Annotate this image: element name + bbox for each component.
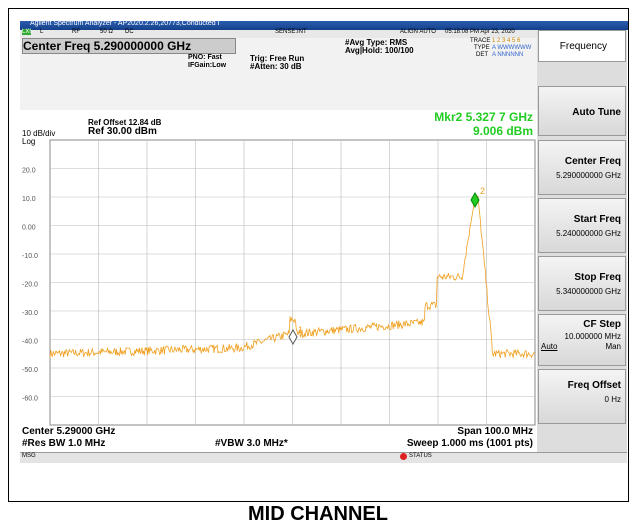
log: Log: [22, 137, 36, 146]
key-label: Auto Tune: [572, 107, 621, 118]
msg: MSG: [22, 453, 36, 459]
center-freq: Center Freq 5.290000000 GHz: [22, 38, 236, 54]
marker-level: 9.006 dBm: [472, 124, 533, 138]
freq-offset-key[interactable]: Freq Offset 0 Hz: [538, 369, 626, 424]
rf: RF: [72, 29, 80, 35]
l: L: [40, 29, 44, 35]
y-label: -10.0: [22, 253, 38, 260]
footer-rbw: #Res BW 1.0 MHz: [22, 438, 106, 449]
y-label: 10.0: [22, 196, 36, 203]
y-label: 0.00: [22, 225, 36, 232]
atten: #Atten: 30 dB: [250, 62, 302, 71]
y-label: -50.0: [22, 367, 38, 374]
footer-span: Span 100.0 MHz: [457, 426, 533, 437]
auto-tune-key[interactable]: Auto Tune: [538, 86, 626, 136]
auto: Auto: [541, 342, 558, 351]
ohm: 50 Ω: [100, 29, 113, 35]
trace-nums: 1 2 3 4 5 6: [492, 38, 521, 44]
key-label: Freq Offset: [567, 380, 621, 391]
key-label: CF Step: [583, 319, 621, 330]
y-label: -60.0: [22, 396, 38, 403]
avg-hold: Avg|Hold: 100/100: [345, 46, 414, 55]
type-val: A WWWWWW: [492, 45, 532, 51]
msg-bar: [20, 452, 627, 463]
dc: DC: [125, 29, 134, 35]
center-freq-key[interactable]: Center Freq 5.290000000 GHz: [538, 140, 626, 195]
marker-2: [470, 191, 480, 209]
cf-step-key[interactable]: CF Step 10.000000 MHz Auto Man: [538, 314, 626, 366]
y-label: -30.0: [22, 310, 38, 317]
screen-frame: [8, 8, 629, 502]
ifgain: IFGain:Low: [188, 62, 227, 69]
y-label: -20.0: [22, 282, 38, 289]
pno: PNO: Fast: [188, 54, 222, 61]
type-label: TYPE: [474, 45, 490, 51]
key-value: 5.240000000 GHz: [556, 229, 621, 238]
trig: Trig: Free Run: [250, 54, 305, 63]
marker-freq: Mkr2 5.327 7 GHz: [434, 110, 533, 124]
key-label: Stop Freq: [574, 272, 621, 283]
key-label: Start Freq: [573, 214, 621, 225]
det-val: A NNNNNN: [492, 52, 524, 58]
caption: MID CHANNEL: [248, 503, 388, 525]
status: STATUS: [409, 453, 432, 459]
key-value: 5.290000000 GHz: [556, 171, 621, 180]
start-freq-key[interactable]: Start Freq 5.240000000 GHz: [538, 198, 626, 253]
trace-label: TRACE: [470, 38, 491, 44]
softkey-header: Frequency: [538, 30, 626, 62]
time: 05:18:08 PM Apr 23, 2020: [445, 29, 515, 35]
sense: SENSE:INT: [275, 29, 307, 35]
scale: 10 dB/div: [22, 129, 56, 138]
y-label: 20.0: [22, 168, 36, 175]
title-bar: [20, 21, 628, 30]
ref-level: Ref 30.00 dBm: [88, 126, 157, 137]
stop-freq-key[interactable]: Stop Freq 5.340000000 GHz: [538, 256, 626, 311]
window-title: Agilent Spectrum Analyzer - AP2020.2.26,…: [30, 20, 222, 27]
trace: [49, 195, 536, 359]
det-label: DET: [476, 52, 488, 58]
footer-center: Center 5.29000 GHz: [22, 426, 116, 437]
lxi: LXI: [22, 29, 32, 35]
align: ALIGN AUTO: [400, 29, 436, 35]
marker-2-label: 2: [480, 186, 485, 196]
ref-offset: Ref Offset 12.84 dB: [88, 118, 162, 127]
key-label: Center Freq: [564, 156, 621, 167]
status-icon: [400, 453, 407, 460]
marker-1: [288, 328, 298, 346]
footer-sweep: Sweep 1.000 ms (1001 pts): [406, 438, 533, 449]
key-value: 10.000000 MHz: [564, 332, 621, 341]
footer-vbw: #VBW 3.0 MHz*: [215, 438, 288, 449]
header-label: Frequency: [559, 41, 607, 52]
avg-type: #Avg Type: RMS: [345, 38, 408, 47]
marker-1-label: 1: [298, 325, 303, 335]
man: Man: [605, 342, 621, 351]
key-value: 0 Hz: [604, 395, 621, 404]
y-label: -40.0: [22, 339, 38, 346]
key-value: 5.340000000 GHz: [556, 287, 621, 296]
